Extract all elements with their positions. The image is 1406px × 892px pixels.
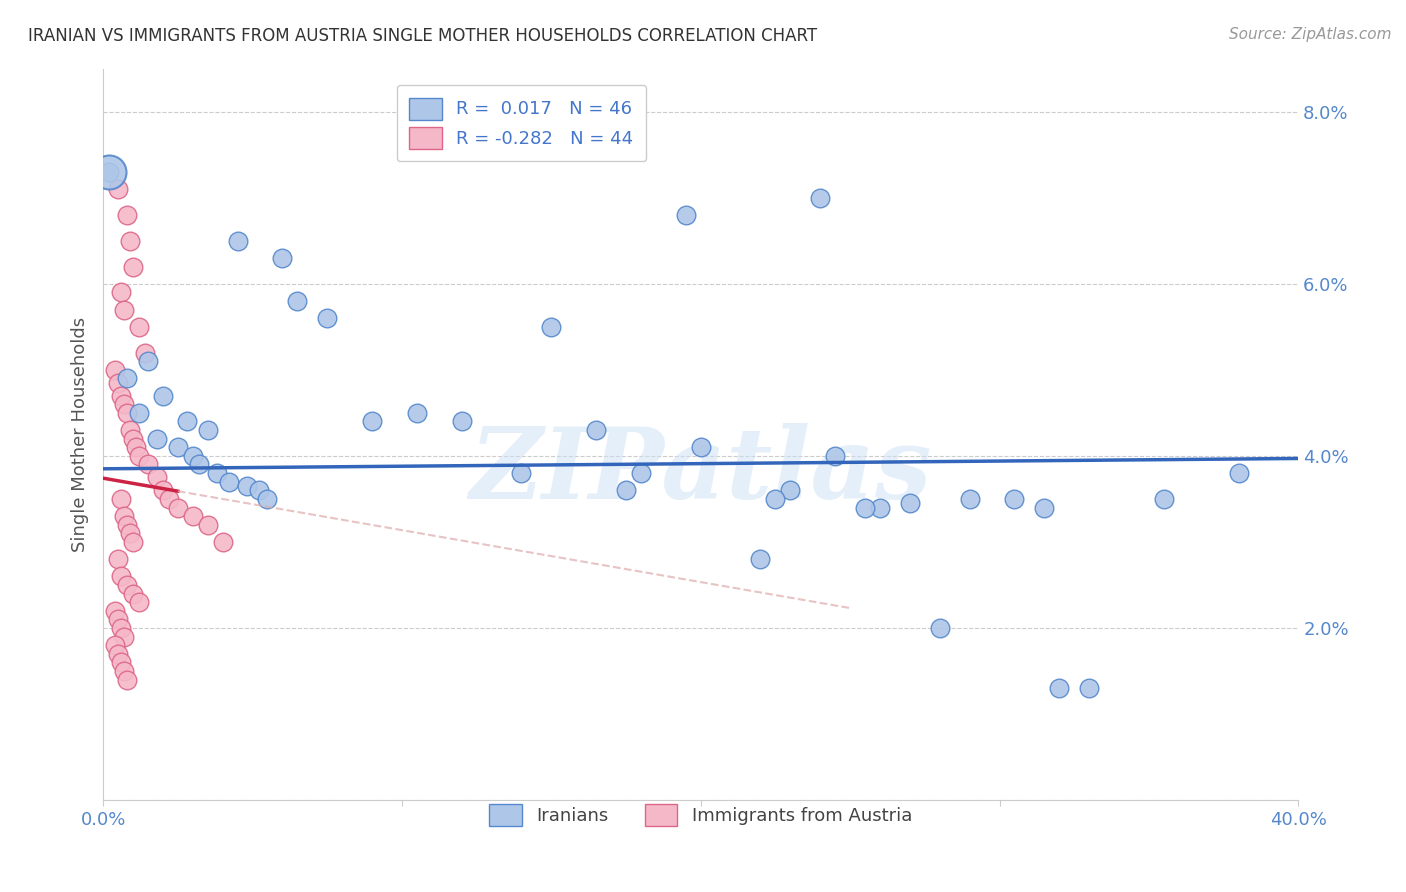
Point bbox=[104, 363, 127, 377]
Point bbox=[824, 449, 846, 463]
Point bbox=[146, 470, 169, 484]
Point bbox=[128, 449, 150, 463]
Point bbox=[107, 182, 129, 196]
Point bbox=[540, 319, 562, 334]
Point bbox=[122, 432, 145, 446]
Point bbox=[226, 234, 249, 248]
Point bbox=[869, 500, 891, 515]
Point bbox=[118, 423, 141, 437]
Point bbox=[1078, 681, 1101, 696]
Point bbox=[187, 458, 209, 472]
Point bbox=[112, 664, 135, 678]
Point bbox=[928, 621, 950, 635]
Point bbox=[585, 423, 607, 437]
Point bbox=[107, 376, 129, 390]
Point bbox=[107, 612, 129, 626]
Point bbox=[749, 552, 772, 566]
Point bbox=[112, 302, 135, 317]
Point bbox=[112, 630, 135, 644]
Point bbox=[110, 389, 132, 403]
Point bbox=[405, 406, 427, 420]
Point bbox=[765, 491, 787, 506]
Point bbox=[450, 414, 472, 428]
Point bbox=[197, 517, 219, 532]
Text: IRANIAN VS IMMIGRANTS FROM AUSTRIA SINGLE MOTHER HOUSEHOLDS CORRELATION CHART: IRANIAN VS IMMIGRANTS FROM AUSTRIA SINGL… bbox=[28, 27, 817, 45]
Point bbox=[110, 569, 132, 583]
Point bbox=[115, 578, 138, 592]
Point bbox=[853, 500, 876, 515]
Point bbox=[110, 285, 132, 300]
Point bbox=[235, 479, 257, 493]
Text: ZIPatlas: ZIPatlas bbox=[470, 423, 932, 519]
Point bbox=[256, 491, 278, 506]
Point bbox=[110, 491, 132, 506]
Point bbox=[125, 440, 148, 454]
Point bbox=[247, 483, 270, 498]
Y-axis label: Single Mother Households: Single Mother Households bbox=[72, 317, 89, 552]
Point bbox=[110, 656, 132, 670]
Point bbox=[181, 449, 204, 463]
Point bbox=[98, 165, 121, 179]
Point bbox=[181, 509, 204, 524]
Point bbox=[107, 647, 129, 661]
Point bbox=[779, 483, 801, 498]
Point bbox=[146, 432, 169, 446]
Point bbox=[136, 458, 159, 472]
Point bbox=[115, 673, 138, 687]
Point bbox=[1153, 491, 1175, 506]
Point bbox=[361, 414, 384, 428]
Point bbox=[152, 483, 174, 498]
Point bbox=[630, 466, 652, 480]
Point bbox=[1004, 491, 1026, 506]
Legend: Iranians, Immigrants from Austria: Iranians, Immigrants from Austria bbox=[481, 795, 921, 835]
Point bbox=[134, 345, 156, 359]
Point bbox=[98, 165, 121, 179]
Point bbox=[110, 621, 132, 635]
Point bbox=[898, 496, 921, 510]
Point bbox=[115, 406, 138, 420]
Point bbox=[128, 319, 150, 334]
Point bbox=[218, 475, 240, 489]
Point bbox=[112, 509, 135, 524]
Text: Source: ZipAtlas.com: Source: ZipAtlas.com bbox=[1229, 27, 1392, 42]
Point bbox=[211, 535, 233, 549]
Point bbox=[1033, 500, 1056, 515]
Point bbox=[115, 371, 138, 385]
Point bbox=[128, 406, 150, 420]
Point bbox=[271, 251, 294, 265]
Point bbox=[808, 191, 831, 205]
Point bbox=[115, 208, 138, 222]
Point bbox=[107, 552, 129, 566]
Point bbox=[157, 491, 180, 506]
Point bbox=[128, 595, 150, 609]
Point bbox=[689, 440, 711, 454]
Point bbox=[122, 586, 145, 600]
Point bbox=[316, 311, 339, 326]
Point bbox=[614, 483, 637, 498]
Point bbox=[675, 208, 697, 222]
Point bbox=[104, 638, 127, 652]
Point bbox=[285, 293, 308, 308]
Point bbox=[118, 234, 141, 248]
Point bbox=[104, 604, 127, 618]
Point bbox=[166, 500, 188, 515]
Point bbox=[1047, 681, 1070, 696]
Point bbox=[122, 535, 145, 549]
Point bbox=[115, 517, 138, 532]
Point bbox=[197, 423, 219, 437]
Point bbox=[136, 354, 159, 368]
Point bbox=[510, 466, 533, 480]
Point bbox=[152, 389, 174, 403]
Point bbox=[118, 526, 141, 541]
Point bbox=[959, 491, 981, 506]
Point bbox=[166, 440, 188, 454]
Point bbox=[122, 260, 145, 274]
Point bbox=[1227, 466, 1250, 480]
Point bbox=[205, 466, 228, 480]
Point bbox=[112, 397, 135, 411]
Point bbox=[176, 414, 198, 428]
